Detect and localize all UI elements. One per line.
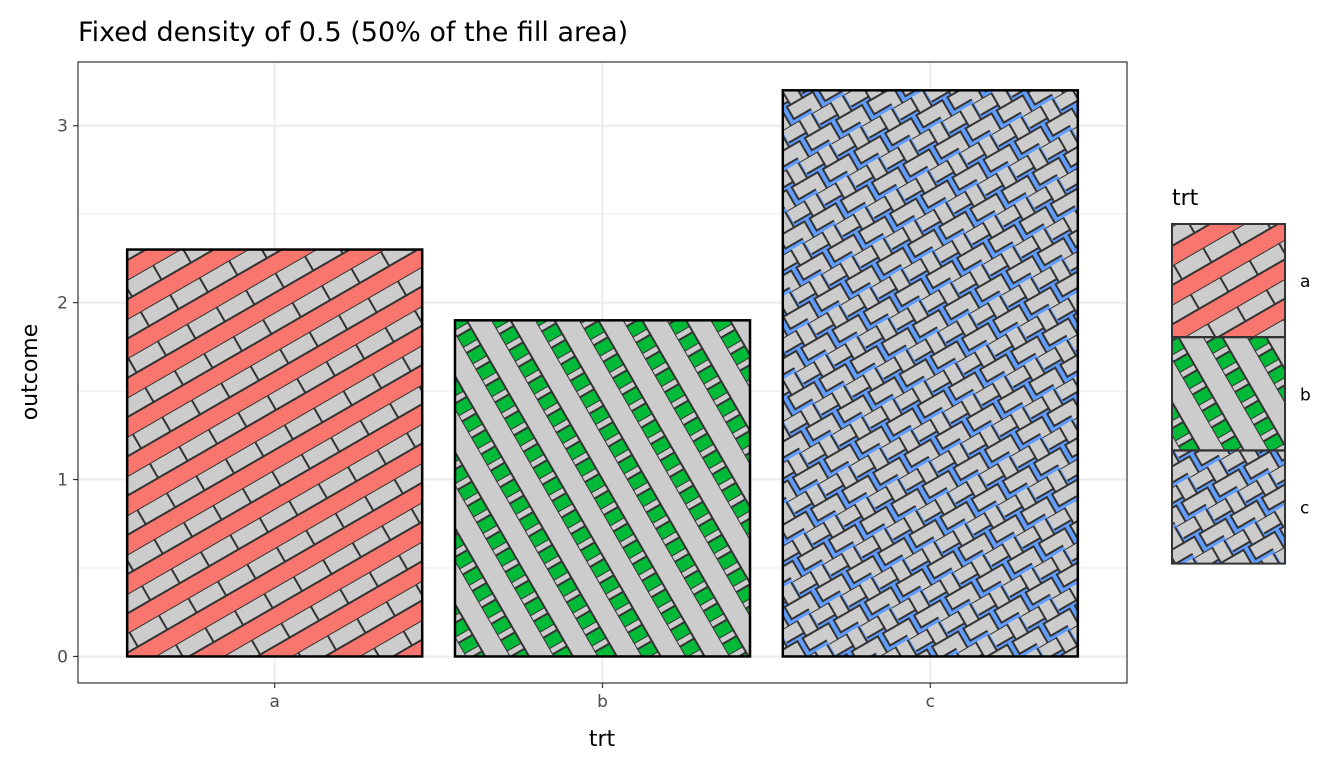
legend-key-c xyxy=(1171,449,1286,565)
x-tick-label: c xyxy=(926,692,935,712)
x-axis-label: trt xyxy=(589,727,616,752)
legend-key-b xyxy=(1171,336,1286,452)
x-tick-label: a xyxy=(269,692,279,712)
bar-c xyxy=(781,89,1080,658)
legend-label: b xyxy=(1300,385,1311,405)
legend-key-a xyxy=(1171,223,1286,338)
y-tick-label: 0 xyxy=(57,647,68,667)
chart-title: Fixed density of 0.5 (50% of the fill ar… xyxy=(78,17,628,48)
y-tick-label: 3 xyxy=(57,117,68,137)
legend-label: a xyxy=(1300,272,1310,292)
legend-title: trt xyxy=(1172,186,1199,211)
y-tick-label: 1 xyxy=(57,471,68,491)
bar-a xyxy=(125,248,424,658)
legend: trt a b c xyxy=(1171,186,1311,565)
x-tick-label: b xyxy=(597,692,608,712)
y-tick-label: 2 xyxy=(57,294,68,314)
bar-b xyxy=(453,319,752,658)
y-axis-label: outcome xyxy=(18,324,43,421)
legend-label: c xyxy=(1300,499,1309,519)
